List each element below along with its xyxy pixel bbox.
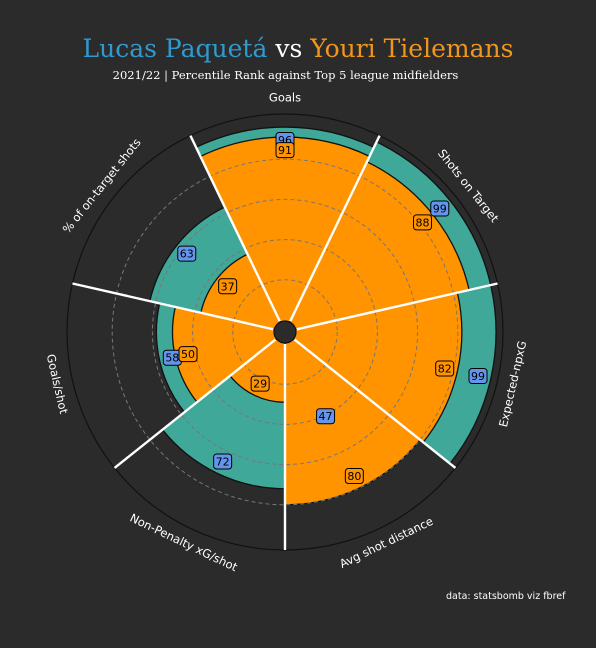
- player-b-value: 80: [347, 470, 361, 483]
- player-a-badge: [468, 368, 488, 385]
- slice-player-b: [283, 291, 463, 444]
- player-b-value: 29: [253, 378, 267, 391]
- player-a-badge: [316, 408, 336, 425]
- slice-separator: [289, 135, 381, 322]
- player-b-badge: [344, 467, 364, 484]
- player-a-value: 58: [165, 352, 179, 365]
- player-b-badge: [413, 214, 433, 231]
- player-a-value: 99: [471, 370, 485, 383]
- category-label: Avg shot distance: [337, 514, 435, 571]
- player-a-value: 63: [180, 248, 194, 261]
- player-b-value: 91: [278, 144, 292, 157]
- player-a-badge: [177, 245, 197, 262]
- slice-separator: [189, 135, 281, 322]
- category-label: % of on-target shots: [60, 136, 144, 236]
- player-b-value: 50: [181, 348, 195, 361]
- player-b-badge: [250, 375, 270, 392]
- player-a-value: 72: [216, 455, 230, 468]
- grid-ring: [192, 239, 378, 425]
- grid-ring: [111, 158, 459, 506]
- category-label: Goals: [269, 91, 301, 105]
- player-a-name: Lucas Paquetá: [82, 34, 268, 63]
- player-a-badge: [430, 200, 450, 217]
- player-a-badge: [213, 453, 233, 470]
- slice-separator: [113, 338, 277, 469]
- data-credit: data: statsbomb viz fbref: [446, 591, 566, 602]
- grid-ring: [151, 198, 419, 466]
- player-a-value: 99: [433, 203, 447, 216]
- player-b-badge: [435, 360, 455, 377]
- chart-title: Lucas Paquetá vs Youri Tielemans: [0, 34, 596, 64]
- slice-separator: [296, 282, 498, 331]
- slice-player-b: [200, 253, 287, 333]
- player-b-badge: [178, 346, 198, 363]
- player-b-value: 82: [438, 362, 452, 375]
- title-vs: vs: [275, 34, 303, 63]
- category-label: Expected-npxG: [496, 339, 529, 428]
- slice-separator: [72, 282, 274, 331]
- center-disc: [273, 320, 297, 344]
- player-b-value: 37: [221, 280, 235, 293]
- player-a-value: 47: [319, 410, 333, 423]
- chart-subtitle: 2021/22 | Percentile Rank against Top 5 …: [112, 68, 459, 82]
- slice-player-b: [229, 330, 286, 403]
- category-label: Goals/shot: [44, 353, 71, 416]
- grid-ring: [232, 279, 338, 385]
- player-b-name: Youri Tielemans: [310, 34, 514, 63]
- player-b-value: 88: [416, 216, 430, 229]
- category-label: Non-Penalty xG/shot: [128, 511, 240, 575]
- player-b-badge: [218, 278, 238, 295]
- slice-separator: [293, 338, 457, 469]
- player-b-badge: [275, 142, 295, 159]
